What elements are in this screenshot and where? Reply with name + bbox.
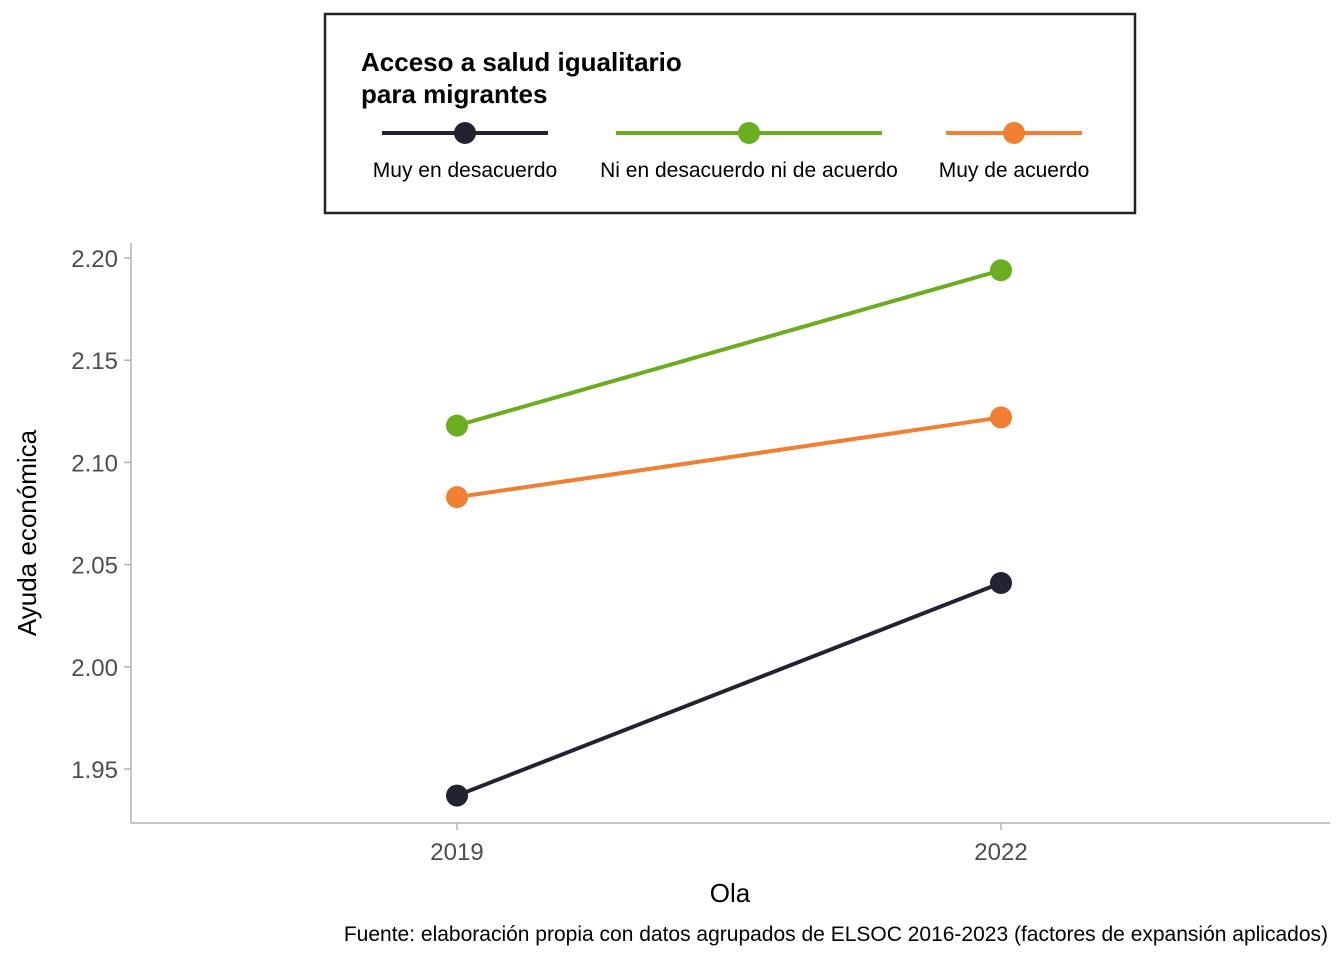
series-0 [446,571,1012,807]
series-line [456,581,1002,798]
data-point [990,259,1012,282]
y-axis-title: Ayuda económica [12,429,42,636]
series-line [456,415,1002,500]
chart-caption: Fuente: elaboración propia con datos agr… [344,923,1328,946]
legend-title-line1: Acceso a salud igualitario [361,47,682,77]
legend-box [323,12,1137,215]
y-tick-label: 1.95 [71,757,118,784]
data-point [990,406,1012,429]
legend-item: Muy de acuerdo [939,122,1090,182]
data-point [990,571,1012,594]
series-1 [446,259,1012,437]
legend-title-line2: para migrantes [361,79,547,109]
legend-marker [1003,122,1025,144]
data-point [446,414,468,437]
legend-item: Ni en desacuerdo ni de acuerdo [600,122,898,182]
x-tick-label: 2022 [974,839,1027,866]
data-point [446,784,468,807]
x-tick-label: 2019 [430,839,483,866]
y-tick-label: 2.10 [71,450,118,477]
legend-marker [454,122,476,144]
data-point [446,486,468,509]
series-2 [446,406,1012,509]
y-tick-label: 2.15 [71,348,118,375]
legend-item: Muy en desacuerdo [373,122,557,182]
y-tick-label: 2.05 [71,553,118,580]
series-line [456,268,1002,428]
legend: Acceso a salud igualitario para migrante… [323,12,1137,215]
legend-label: Muy en desacuerdo [373,159,557,182]
x-axis-title: Ola [710,878,751,908]
legend-marker [738,122,760,144]
y-tick-label: 2.20 [71,246,118,273]
y-tick-label: 2.00 [71,655,118,682]
legend-label: Ni en desacuerdo ni de acuerdo [600,159,898,182]
legend-label: Muy de acuerdo [939,159,1090,182]
